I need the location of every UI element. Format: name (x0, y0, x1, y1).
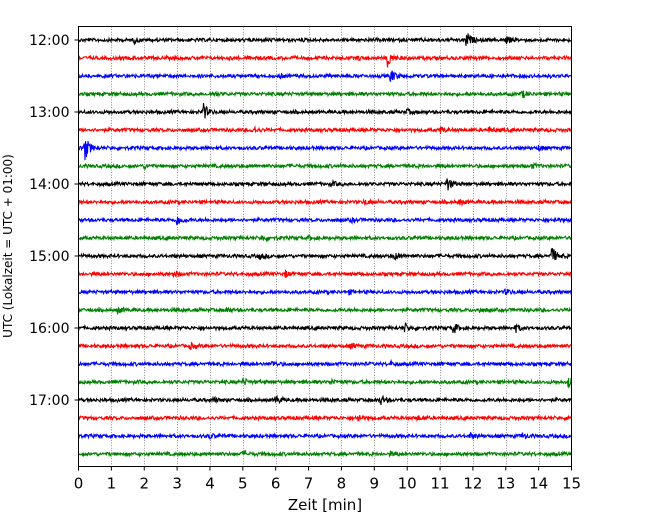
plot-frame (78, 26, 572, 467)
trace-group (77, 33, 573, 459)
x-tick-label: 7 (304, 475, 314, 493)
x-tick-label: 2 (139, 475, 149, 493)
y-tick-label: 17:00 (29, 393, 69, 409)
trace-1700 (78, 394, 572, 406)
y-tick-label: 12:00 (29, 33, 69, 49)
trace-1730 (77, 431, 572, 440)
x-tick-label: 12 (463, 475, 482, 493)
y-tick-label: 16:00 (29, 321, 69, 337)
x-tick-label: 15 (562, 475, 581, 493)
trace-1530 (77, 287, 572, 296)
trace-1230 (78, 70, 573, 82)
y-tick-label: 15:00 (29, 249, 69, 265)
trace-1515 (77, 269, 573, 279)
trace-1415 (77, 197, 573, 207)
trace-1545 (77, 306, 572, 316)
trace-1330 (78, 140, 572, 161)
trace-1645 (78, 377, 573, 389)
trace-1500 (78, 248, 573, 261)
trace-1215 (78, 53, 572, 68)
y-tick-label: 14:00 (29, 177, 69, 193)
y-tick-label: 13:00 (29, 105, 69, 121)
trace-1745 (78, 449, 572, 459)
trace-1400 (77, 178, 572, 191)
trace-1445 (78, 233, 572, 243)
trace-1430 (77, 216, 572, 226)
trace-1315 (78, 125, 573, 135)
trace-1600 (77, 322, 573, 334)
x-tick-label: 14 (529, 475, 548, 493)
trace-1200 (77, 33, 572, 46)
x-tick-label: 9 (370, 475, 380, 493)
trace-1245 (78, 90, 572, 99)
x-tick-label: 5 (238, 475, 248, 493)
x-tick-label: 8 (337, 475, 347, 493)
trace-1630 (77, 358, 573, 368)
vertical-grid (111, 26, 540, 467)
x-tick-label: 4 (205, 475, 215, 493)
x-tick-label: 0 (74, 475, 84, 493)
trace-1300 (78, 102, 572, 119)
trace-1345 (78, 161, 572, 171)
trace-1715 (77, 414, 572, 423)
x-tick-label: 11 (430, 475, 449, 493)
x-tick-label: 13 (496, 475, 515, 493)
y-axis-ticks: 12:00 13:00 14:00 15:00 16:00 17:00 (29, 33, 79, 409)
x-axis-ticks: 0 1 2 3 4 5 6 7 8 9 10 11 12 13 14 15 (74, 466, 581, 493)
y-axis-label: UTC (Lokalzeit = UTC + 01:00) (1, 154, 15, 338)
x-tick-label: 3 (172, 475, 182, 493)
x-tick-label: 6 (271, 475, 281, 493)
x-tick-label: 10 (398, 475, 417, 493)
x-axis-label: Zeit [min] (288, 496, 362, 514)
x-tick-label: 1 (107, 475, 117, 493)
trace-1615 (77, 341, 572, 351)
